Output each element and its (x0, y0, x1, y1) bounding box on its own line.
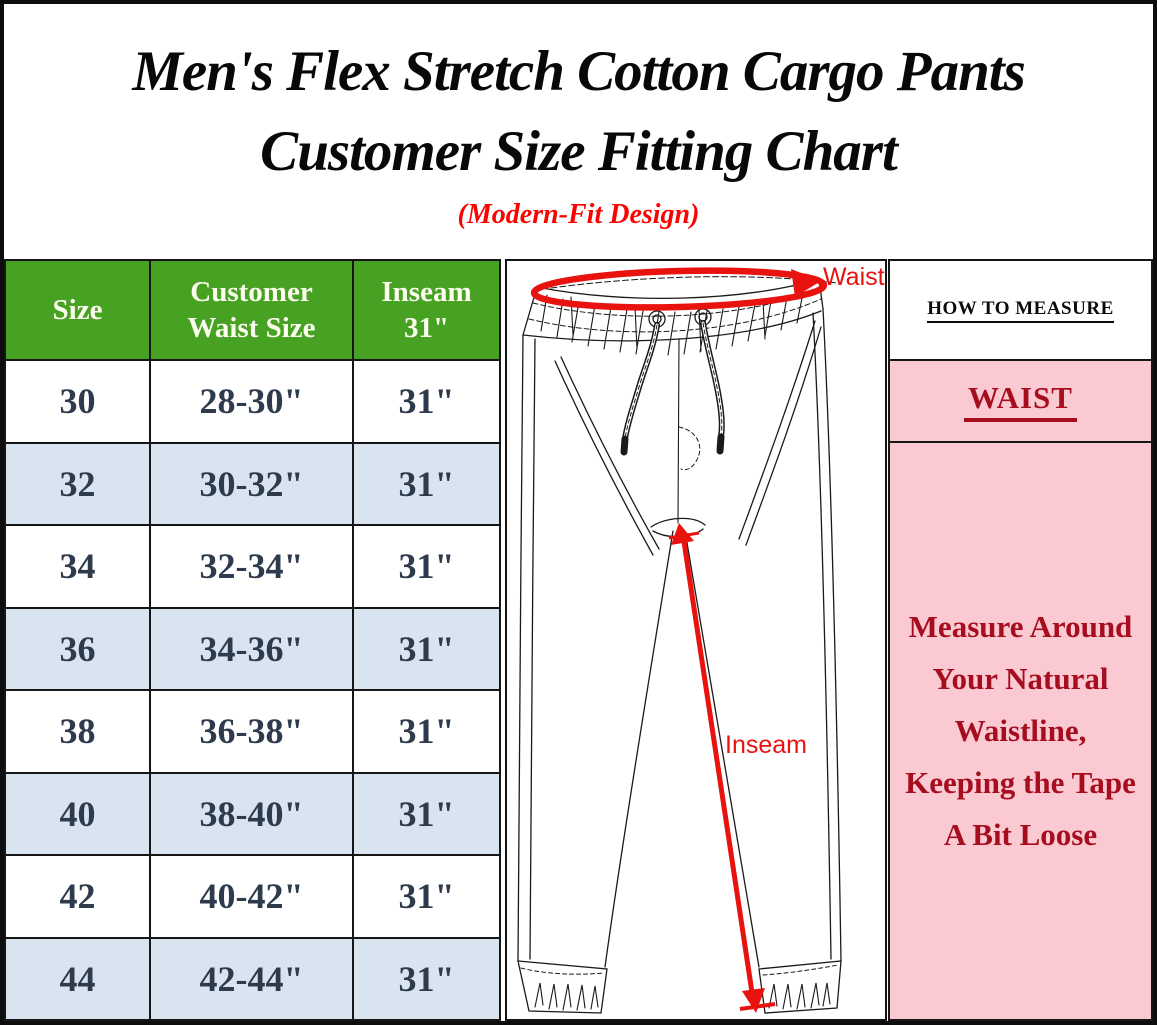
inseam-label: Inseam (725, 731, 807, 759)
inseam-cell: 31" (354, 691, 499, 772)
size-cell: 30 (6, 361, 149, 442)
waist-section-title: WAIST (964, 380, 1077, 422)
waist-instructions-cell: Measure Around Your Natural Waistline, K… (890, 443, 1151, 1019)
pants-sketch-svg: Waist Inseam (517, 263, 885, 1014)
size-cell: 32 (6, 443, 149, 524)
waist-cell: 34-36" (151, 608, 352, 689)
column-header-waist: Customer Waist Size (151, 261, 352, 359)
inseam-cell: 31" (354, 773, 499, 854)
column-header-inseam: Inseam 31" (354, 261, 499, 359)
inseam-cell: 31" (354, 938, 499, 1019)
inseam-cell: 31" (354, 856, 499, 937)
waist-cell: 30-32" (151, 443, 352, 524)
page-title-line2: Customer Size Fitting Chart (260, 120, 898, 183)
inseam-cell: 31" (354, 443, 499, 524)
inseam-cell: 31" (354, 526, 499, 607)
waist-cell: 42-44" (151, 938, 352, 1019)
waist-cell: 32-34" (151, 526, 352, 607)
waist-cell: 38-40" (151, 773, 352, 854)
how-to-measure-cell: HOW TO MEASURE (890, 261, 1151, 359)
waist-label: Waist (823, 263, 885, 291)
size-table: Size Customer Waist Size Inseam 31" 30 2… (4, 259, 501, 1021)
inseam-cell: 31" (354, 361, 499, 442)
size-cell: 42 (6, 856, 149, 937)
inseam-cell: 31" (354, 608, 499, 689)
size-cell: 44 (6, 938, 149, 1019)
size-cell: 38 (6, 691, 149, 772)
waist-cell: 40-42" (151, 856, 352, 937)
size-cell: 34 (6, 526, 149, 607)
page-subtitle: (Modern-Fit Design) (457, 199, 700, 230)
measure-panel: HOW TO MEASURE WAIST Measure Around Your… (888, 259, 1153, 1021)
pants-diagram: Waist Inseam (505, 259, 887, 1021)
size-cell: 40 (6, 773, 149, 854)
pants-sketch (517, 270, 842, 1014)
size-cell: 36 (6, 608, 149, 689)
waist-instructions: Measure Around Your Natural Waistline, K… (905, 608, 1136, 853)
inseam-arrow-annotation (668, 523, 776, 1013)
waist-cell: 36-38" (151, 691, 352, 772)
how-to-measure-heading: HOW TO MEASURE (927, 298, 1114, 323)
waist-section-cell: WAIST (890, 361, 1151, 441)
title-area: Men's Flex Stretch Cotton Cargo Pants Cu… (4, 4, 1153, 259)
waist-cell: 28-30" (151, 361, 352, 442)
page-title-line1: Men's Flex Stretch Cotton Cargo Pants (132, 40, 1026, 103)
waist-ellipse-annotation (530, 267, 828, 311)
column-header-size: Size (6, 261, 149, 359)
